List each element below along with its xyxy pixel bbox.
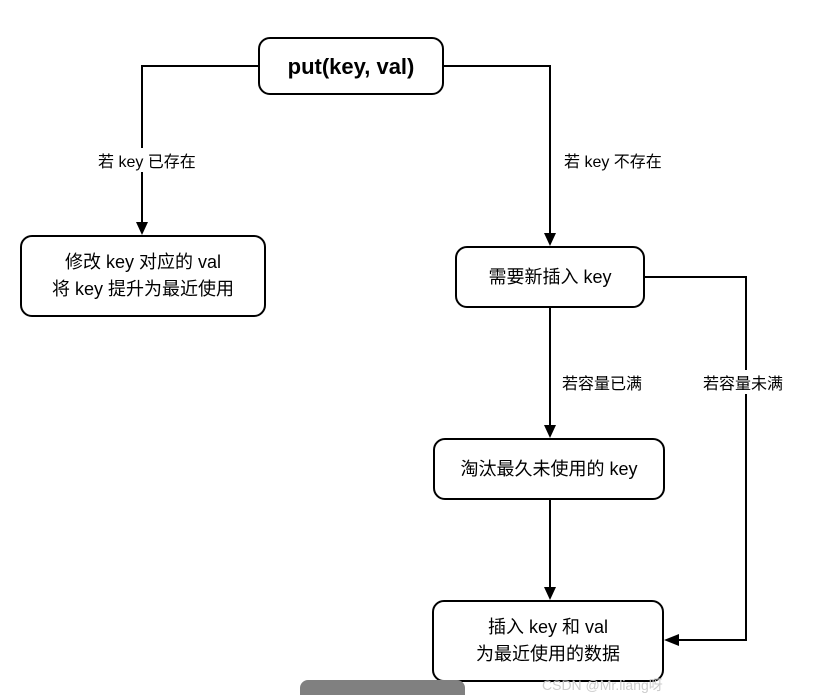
- edge-start-exists: [142, 66, 258, 224]
- node-final-line2: 为最近使用的数据: [476, 641, 620, 668]
- node-start-text: put(key, val): [288, 50, 415, 83]
- node-final-line1: 插入 key 和 val: [476, 614, 620, 641]
- node-need-insert: 需要新插入 key: [455, 246, 645, 308]
- node-key-exists: 修改 key 对应的 val 将 key 提升为最近使用: [20, 235, 266, 317]
- label-capacity-full: 若容量已满: [562, 370, 642, 394]
- node-evict: 淘汰最久未使用的 key: [433, 438, 665, 500]
- label-capacity-not-full: 若容量未满: [703, 370, 783, 394]
- node-exists-line1: 修改 key 对应的 val: [52, 249, 234, 276]
- node-final: 插入 key 和 val 为最近使用的数据: [432, 600, 664, 682]
- label-key-exists: 若 key 已存在: [98, 148, 196, 172]
- watermark: CSDN @Mr.liang呀: [542, 675, 663, 695]
- label-key-not-exists: 若 key 不存在: [564, 148, 662, 172]
- gray-bar: [300, 680, 465, 695]
- edge-start-insert: [444, 66, 550, 235]
- flowchart-edges: [0, 0, 830, 695]
- node-insert-text: 需要新插入 key: [488, 264, 611, 291]
- node-exists-line2: 将 key 提升为最近使用: [52, 276, 234, 303]
- node-evict-text: 淘汰最久未使用的 key: [460, 456, 637, 483]
- node-start: put(key, val): [258, 37, 444, 95]
